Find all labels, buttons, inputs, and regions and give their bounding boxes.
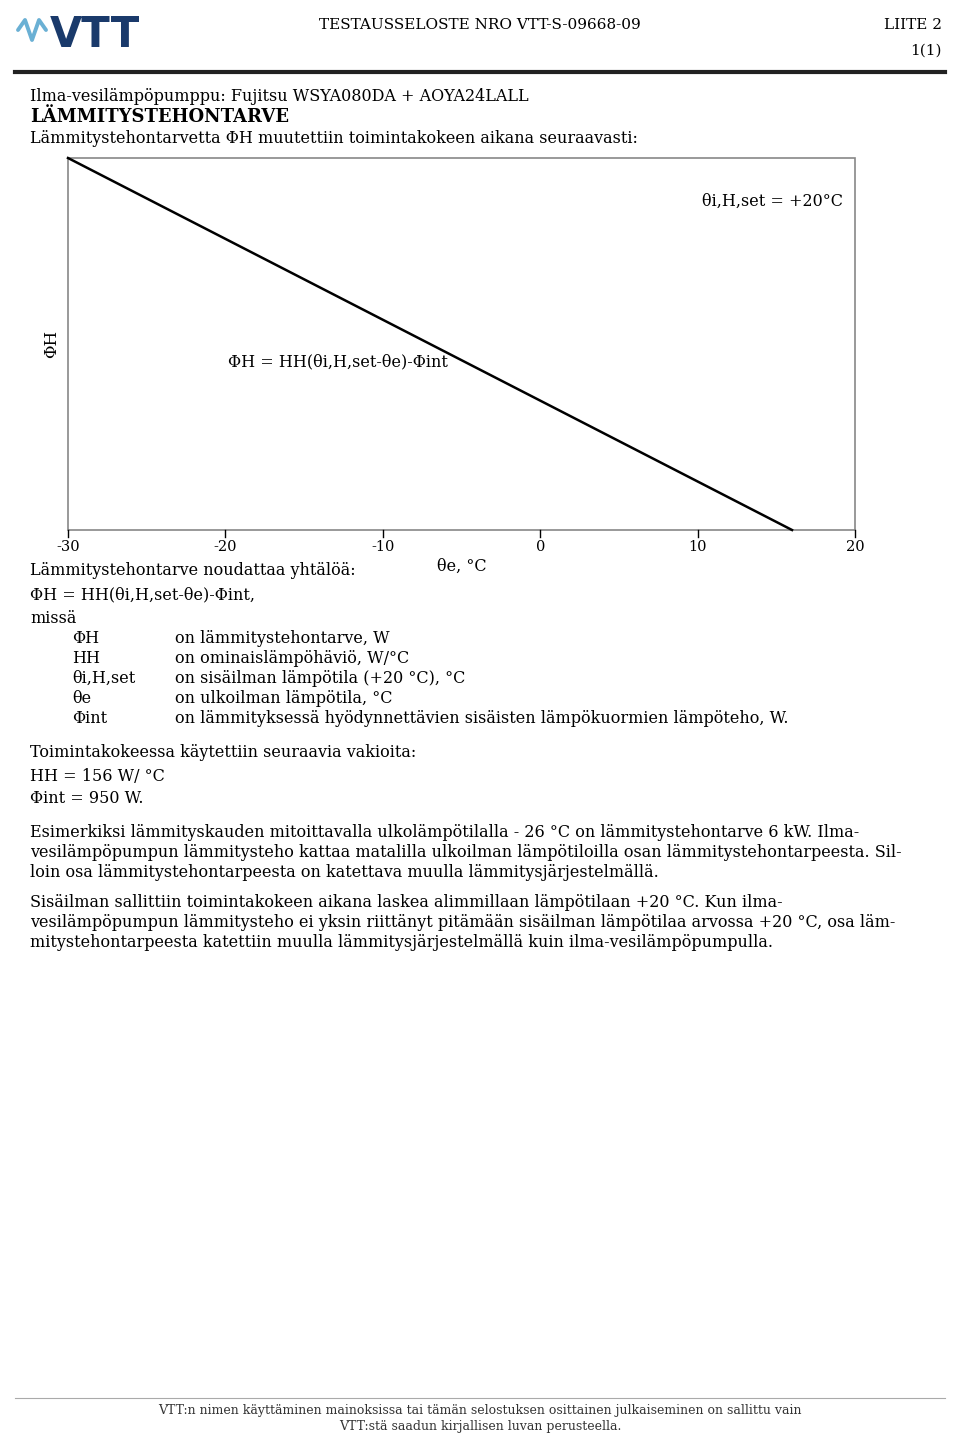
Text: 10: 10: [688, 540, 707, 554]
Text: Sisäilman sallittiin toimintakokeen aikana laskea alimmillaan lämpötilaan +20 °C: Sisäilman sallittiin toimintakokeen aika…: [30, 894, 782, 911]
Text: on lämmitystehontarve, W: on lämmitystehontarve, W: [175, 630, 390, 647]
Text: missä: missä: [30, 610, 77, 627]
Text: θi,H,set: θi,H,set: [72, 670, 135, 687]
Text: θe, °C: θe, °C: [437, 558, 487, 575]
Text: Lämmitystehontarve noudattaa yhtälöä:: Lämmitystehontarve noudattaa yhtälöä:: [30, 563, 355, 578]
Text: vesilämpöpumpun lämmitysteho ei yksin riittänyt pitämään sisäilman lämpötilaa ar: vesilämpöpumpun lämmitysteho ei yksin ri…: [30, 914, 896, 931]
Text: Φint = 950 W.: Φint = 950 W.: [30, 791, 143, 806]
Text: on sisäilman lämpötila (+20 °C), °C: on sisäilman lämpötila (+20 °C), °C: [175, 670, 466, 687]
Text: on ulkoilman lämpötila, °C: on ulkoilman lämpötila, °C: [175, 690, 393, 707]
Text: Ilma-vesilämpöpumppu: Fujitsu WSYA080DA + AOYA24LALL: Ilma-vesilämpöpumppu: Fujitsu WSYA080DA …: [30, 88, 529, 105]
Text: LÄMMITYSTEHONTARVE: LÄMMITYSTEHONTARVE: [30, 108, 289, 126]
Text: loin osa lämmitystehontarpeesta on katettava muulla lämmitysjärjestelmällä.: loin osa lämmitystehontarpeesta on katet…: [30, 864, 659, 881]
Bar: [68, 158, 855, 530]
Text: -30: -30: [57, 540, 80, 554]
Text: 20: 20: [846, 540, 864, 554]
Text: VTT: VTT: [50, 14, 140, 56]
Text: mitystehontarpeesta katettiin muulla lämmitysjärjestelmällä kuin ilma-vesilämpöp: mitystehontarpeesta katettiin muulla läm…: [30, 934, 773, 951]
Text: ΦH: ΦH: [43, 330, 60, 359]
Text: VTT:stä saadun kirjallisen luvan perusteella.: VTT:stä saadun kirjallisen luvan peruste…: [339, 1421, 621, 1434]
Text: TESTAUSSELOSTE NRO VTT-S-09668-09: TESTAUSSELOSTE NRO VTT-S-09668-09: [319, 19, 641, 32]
Text: Lämmitystehontarvetta ΦH muutettiin toimintakokeen aikana seuraavasti:: Lämmitystehontarvetta ΦH muutettiin toim…: [30, 131, 637, 146]
Text: -20: -20: [214, 540, 237, 554]
Text: LIITE 2: LIITE 2: [884, 19, 942, 32]
Text: vesilämpöpumpun lämmitysteho kattaa matalilla ulkoilman lämpötiloilla osan lämmi: vesilämpöpumpun lämmitysteho kattaa mata…: [30, 844, 901, 861]
Text: on ominaislämpöhäviö, W/°C: on ominaislämpöhäviö, W/°C: [175, 650, 409, 667]
Text: HH: HH: [72, 650, 100, 667]
Text: ΦH: ΦH: [72, 630, 99, 647]
Text: VTT:n nimen käyttäminen mainoksissa tai tämän selostuksen osittainen julkaisemin: VTT:n nimen käyttäminen mainoksissa tai …: [158, 1403, 802, 1416]
Text: θi,H,set = +20°C: θi,H,set = +20°C: [702, 192, 843, 210]
Text: HH = 156 W/ °C: HH = 156 W/ °C: [30, 768, 165, 785]
Text: Φint: Φint: [72, 710, 108, 728]
Text: 1(1): 1(1): [910, 44, 942, 57]
Text: on lämmityksessä hyödynnettävien sisäisten lämpökuormien lämpöteho, W.: on lämmityksessä hyödynnettävien sisäist…: [175, 710, 788, 728]
Text: ΦH = HH(θi,H,set-θe)-Φint: ΦH = HH(θi,H,set-θe)-Φint: [228, 353, 448, 370]
Text: θe: θe: [72, 690, 91, 707]
Text: Toimintakokeessa käytettiin seuraavia vakioita:: Toimintakokeessa käytettiin seuraavia va…: [30, 743, 417, 761]
Text: 0: 0: [536, 540, 545, 554]
Text: ΦH = HH(θi,H,set-θe)-Φint,: ΦH = HH(θi,H,set-θe)-Φint,: [30, 585, 255, 603]
Text: -10: -10: [372, 540, 395, 554]
Text: Esimerkiksi lämmityskauden mitoittavalla ulkolämpötilalla - 26 °C on lämmitysteh: Esimerkiksi lämmityskauden mitoittavalla…: [30, 824, 859, 841]
